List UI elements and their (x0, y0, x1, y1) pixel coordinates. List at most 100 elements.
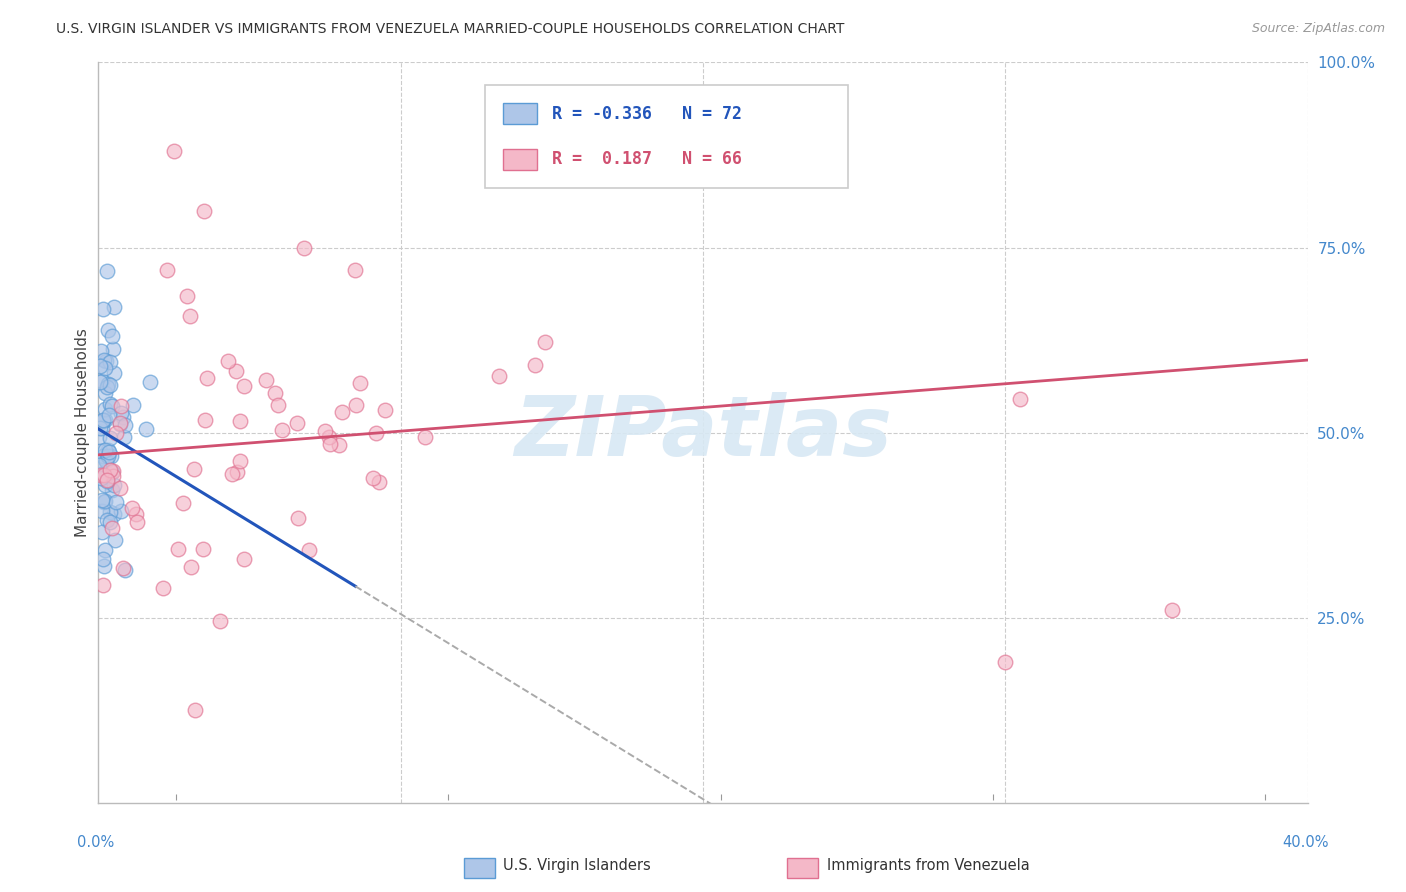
Point (94, 402, 117, 417)
Point (193, 541, 215, 556)
Point (112, 430, 135, 444)
Point (229, 453, 252, 467)
FancyBboxPatch shape (485, 85, 848, 188)
Point (90, 471, 112, 485)
Point (103, 300, 125, 314)
Point (98, 445, 121, 459)
Point (90, 467, 112, 482)
Point (523, 358, 546, 372)
Point (328, 438, 350, 452)
FancyBboxPatch shape (503, 103, 537, 124)
Text: 40.0%: 40.0% (1282, 836, 1329, 850)
Point (101, 465, 124, 479)
Point (197, 371, 219, 385)
Point (105, 425, 128, 440)
Point (89, 443, 111, 458)
Point (114, 417, 136, 432)
Point (292, 240, 315, 255)
Point (104, 495, 127, 509)
Y-axis label: Married-couple Households: Married-couple Households (75, 328, 90, 537)
Point (318, 430, 340, 444)
Point (93, 478, 115, 492)
Point (156, 263, 179, 277)
Point (108, 417, 131, 432)
Point (93, 558, 115, 573)
Point (101, 342, 124, 356)
Point (267, 398, 290, 412)
Point (94, 443, 117, 458)
Point (94, 361, 117, 376)
Point (349, 376, 371, 390)
Point (97, 449, 120, 463)
Point (101, 465, 124, 479)
Point (121, 500, 143, 515)
Point (94, 451, 117, 466)
Point (98, 505, 121, 519)
Point (96, 474, 118, 488)
Point (96, 453, 118, 467)
Point (98, 378, 121, 392)
Point (330, 405, 353, 419)
Point (1160, 603, 1182, 617)
Point (98, 431, 121, 445)
Point (91, 413, 114, 427)
Point (346, 398, 368, 412)
Point (91, 374, 114, 388)
Point (93, 494, 115, 508)
Point (101, 469, 124, 483)
Point (90, 493, 112, 508)
Point (101, 483, 124, 497)
Point (91, 552, 114, 566)
Point (314, 425, 336, 439)
Point (90, 421, 112, 435)
Text: R =  0.187   N = 66: R = 0.187 N = 66 (551, 150, 742, 169)
Point (103, 366, 125, 380)
Point (176, 289, 198, 303)
Point (364, 425, 387, 440)
Point (218, 353, 240, 368)
Point (90, 503, 112, 517)
Point (172, 496, 194, 510)
Point (93, 467, 115, 482)
Point (298, 543, 321, 558)
Point (94, 385, 117, 400)
Point (100, 449, 122, 463)
Point (138, 375, 160, 389)
Point (112, 561, 135, 575)
Point (90, 344, 112, 359)
Point (101, 329, 124, 343)
Point (96, 380, 118, 394)
Point (94, 543, 117, 558)
Point (111, 409, 134, 424)
Point (413, 430, 436, 444)
Point (91, 414, 114, 428)
Point (91, 413, 114, 427)
Point (98, 463, 121, 477)
Point (135, 422, 157, 436)
Point (125, 507, 148, 521)
Point (89, 375, 111, 389)
Point (103, 507, 125, 521)
Point (179, 310, 201, 324)
Point (1008, 392, 1031, 406)
Point (114, 563, 136, 577)
Point (97, 376, 120, 391)
Point (263, 385, 285, 400)
Point (110, 406, 132, 420)
Point (89, 458, 111, 472)
Point (194, 413, 217, 427)
Point (103, 477, 125, 491)
Point (108, 416, 131, 430)
Point (90, 525, 112, 540)
Point (100, 355, 122, 369)
Point (104, 533, 127, 547)
Point (287, 511, 309, 525)
Text: ZIPatlas: ZIPatlas (515, 392, 891, 473)
Text: Immigrants from Venezuela: Immigrants from Venezuela (827, 858, 1029, 872)
Point (93, 578, 115, 592)
Point (534, 334, 557, 349)
Point (96, 353, 118, 368)
Point (152, 581, 174, 595)
Point (110, 399, 132, 413)
Point (94, 494, 117, 508)
